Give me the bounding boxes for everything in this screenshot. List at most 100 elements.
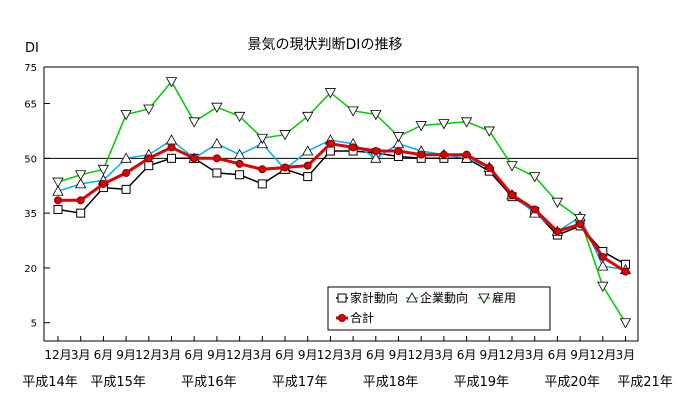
data-point	[392, 132, 405, 143]
data-point	[576, 220, 585, 229]
y-tick-label: 50	[24, 154, 37, 165]
data-point	[529, 172, 541, 183]
x-month-label: 3月	[71, 348, 91, 362]
x-month-label: 12月	[135, 348, 162, 362]
data-point	[530, 205, 539, 214]
x-month-label: 6月	[94, 348, 114, 362]
series-line	[57, 139, 626, 271]
data-point	[165, 77, 178, 88]
x-month-label: 6月	[457, 348, 477, 362]
data-point	[324, 88, 337, 99]
data-point	[167, 153, 176, 163]
legend-label: 合計	[350, 310, 374, 325]
data-point	[462, 150, 471, 159]
data-point	[75, 170, 87, 181]
y-tick-label: 75	[24, 63, 37, 74]
x-year-label: 平成21年	[617, 375, 673, 390]
x-year-label: 平成18年	[363, 375, 419, 390]
data-point	[121, 184, 131, 194]
data-point	[52, 185, 64, 196]
data-point	[165, 134, 178, 145]
data-point	[338, 314, 346, 322]
data-point	[120, 110, 132, 121]
plot-area-frame	[43, 66, 639, 342]
x-year-label: 平成17年	[272, 375, 328, 390]
x-year-label: 平成19年	[454, 375, 510, 390]
data-point	[621, 267, 630, 276]
x-year-label: 平成20年	[544, 375, 600, 390]
x-month-label: 9月	[207, 348, 227, 362]
data-point	[303, 161, 312, 170]
x-month-label: 12月	[498, 348, 525, 362]
y-axis-label: DI	[25, 41, 39, 56]
data-point	[551, 197, 564, 208]
data-point	[406, 292, 418, 303]
data-point	[76, 208, 86, 218]
x-month-label: 3月	[252, 348, 272, 362]
data-point	[212, 154, 221, 163]
x-month-label: 6月	[548, 348, 568, 362]
y-tick-label: 65	[24, 100, 37, 111]
data-point	[619, 318, 632, 329]
data-point	[349, 143, 358, 152]
data-point	[370, 152, 382, 163]
data-point	[256, 133, 268, 145]
data-point	[235, 170, 245, 180]
data-point	[574, 214, 586, 225]
data-point	[281, 163, 289, 172]
data-point	[235, 159, 244, 168]
x-month-label: 3月	[343, 348, 363, 362]
data-point	[302, 145, 314, 156]
chart-title: 景気の現状判断DIの推移	[248, 37, 403, 53]
series-layer	[52, 77, 632, 329]
data-point	[483, 126, 495, 137]
data-point	[257, 179, 267, 189]
data-point	[144, 161, 154, 171]
x-year-label: 平成15年	[90, 375, 146, 390]
data-point	[326, 139, 335, 148]
data-point	[347, 106, 359, 117]
data-point	[120, 152, 132, 163]
data-point	[302, 111, 314, 123]
x-month-label: 9月	[298, 348, 318, 362]
x-month-label: 3月	[162, 348, 182, 362]
data-point	[258, 165, 267, 174]
data-point	[99, 179, 108, 188]
x-year-label: 平成14年	[22, 375, 78, 390]
x-month-label: 6月	[184, 348, 204, 362]
x-month-label: 12月	[317, 348, 344, 362]
data-point	[54, 196, 62, 205]
legend-box	[327, 286, 551, 331]
x-month-label: 12月	[44, 348, 71, 362]
data-point	[75, 178, 87, 189]
x-month-label: 12月	[408, 348, 435, 362]
data-point	[303, 172, 313, 182]
x-axis-labels: 12月 3月 6月 9月 12月 3月 6月 9月 12月 3月 6月 9月 12月 3月 6月 9月 12月 3…	[22, 348, 673, 390]
legend-label: 企業動向	[420, 290, 468, 305]
data-point	[597, 281, 609, 293]
x-month-label: 9月	[570, 348, 590, 362]
data-point	[478, 293, 490, 304]
data-point	[508, 190, 516, 199]
y-tick-label: 5	[31, 319, 37, 330]
x-month-label: 6月	[366, 348, 386, 362]
data-point	[506, 161, 518, 172]
data-point	[97, 164, 110, 176]
data-point	[371, 147, 380, 156]
data-point	[279, 130, 291, 141]
y-tick-label: 35	[24, 209, 37, 220]
data-point	[211, 102, 223, 114]
data-point	[190, 154, 199, 163]
data-point	[233, 148, 246, 160]
data-point	[212, 168, 222, 178]
data-point	[417, 150, 426, 159]
legend-item: 企業動向	[406, 290, 468, 305]
legend-label: 家計動向	[350, 290, 398, 305]
series-triangle-up	[52, 134, 632, 275]
legend-item: 家計動向	[336, 290, 398, 305]
data-point	[370, 110, 382, 121]
data-point	[76, 196, 85, 205]
data-point	[597, 260, 609, 271]
legend-item: 雇用	[478, 290, 516, 305]
